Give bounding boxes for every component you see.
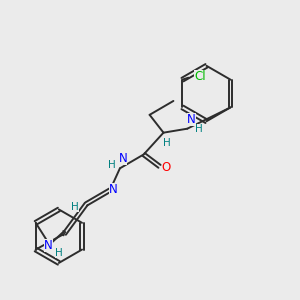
Text: H: H — [55, 248, 62, 257]
Text: H: H — [108, 160, 116, 170]
Text: N: N — [109, 183, 117, 196]
Text: H: H — [71, 202, 79, 212]
Text: N: N — [118, 152, 127, 165]
Text: N: N — [187, 113, 196, 126]
Text: H: H — [195, 124, 203, 134]
Text: Cl: Cl — [194, 70, 206, 83]
Text: N: N — [44, 239, 53, 252]
Text: O: O — [162, 161, 171, 174]
Text: H: H — [163, 138, 170, 148]
